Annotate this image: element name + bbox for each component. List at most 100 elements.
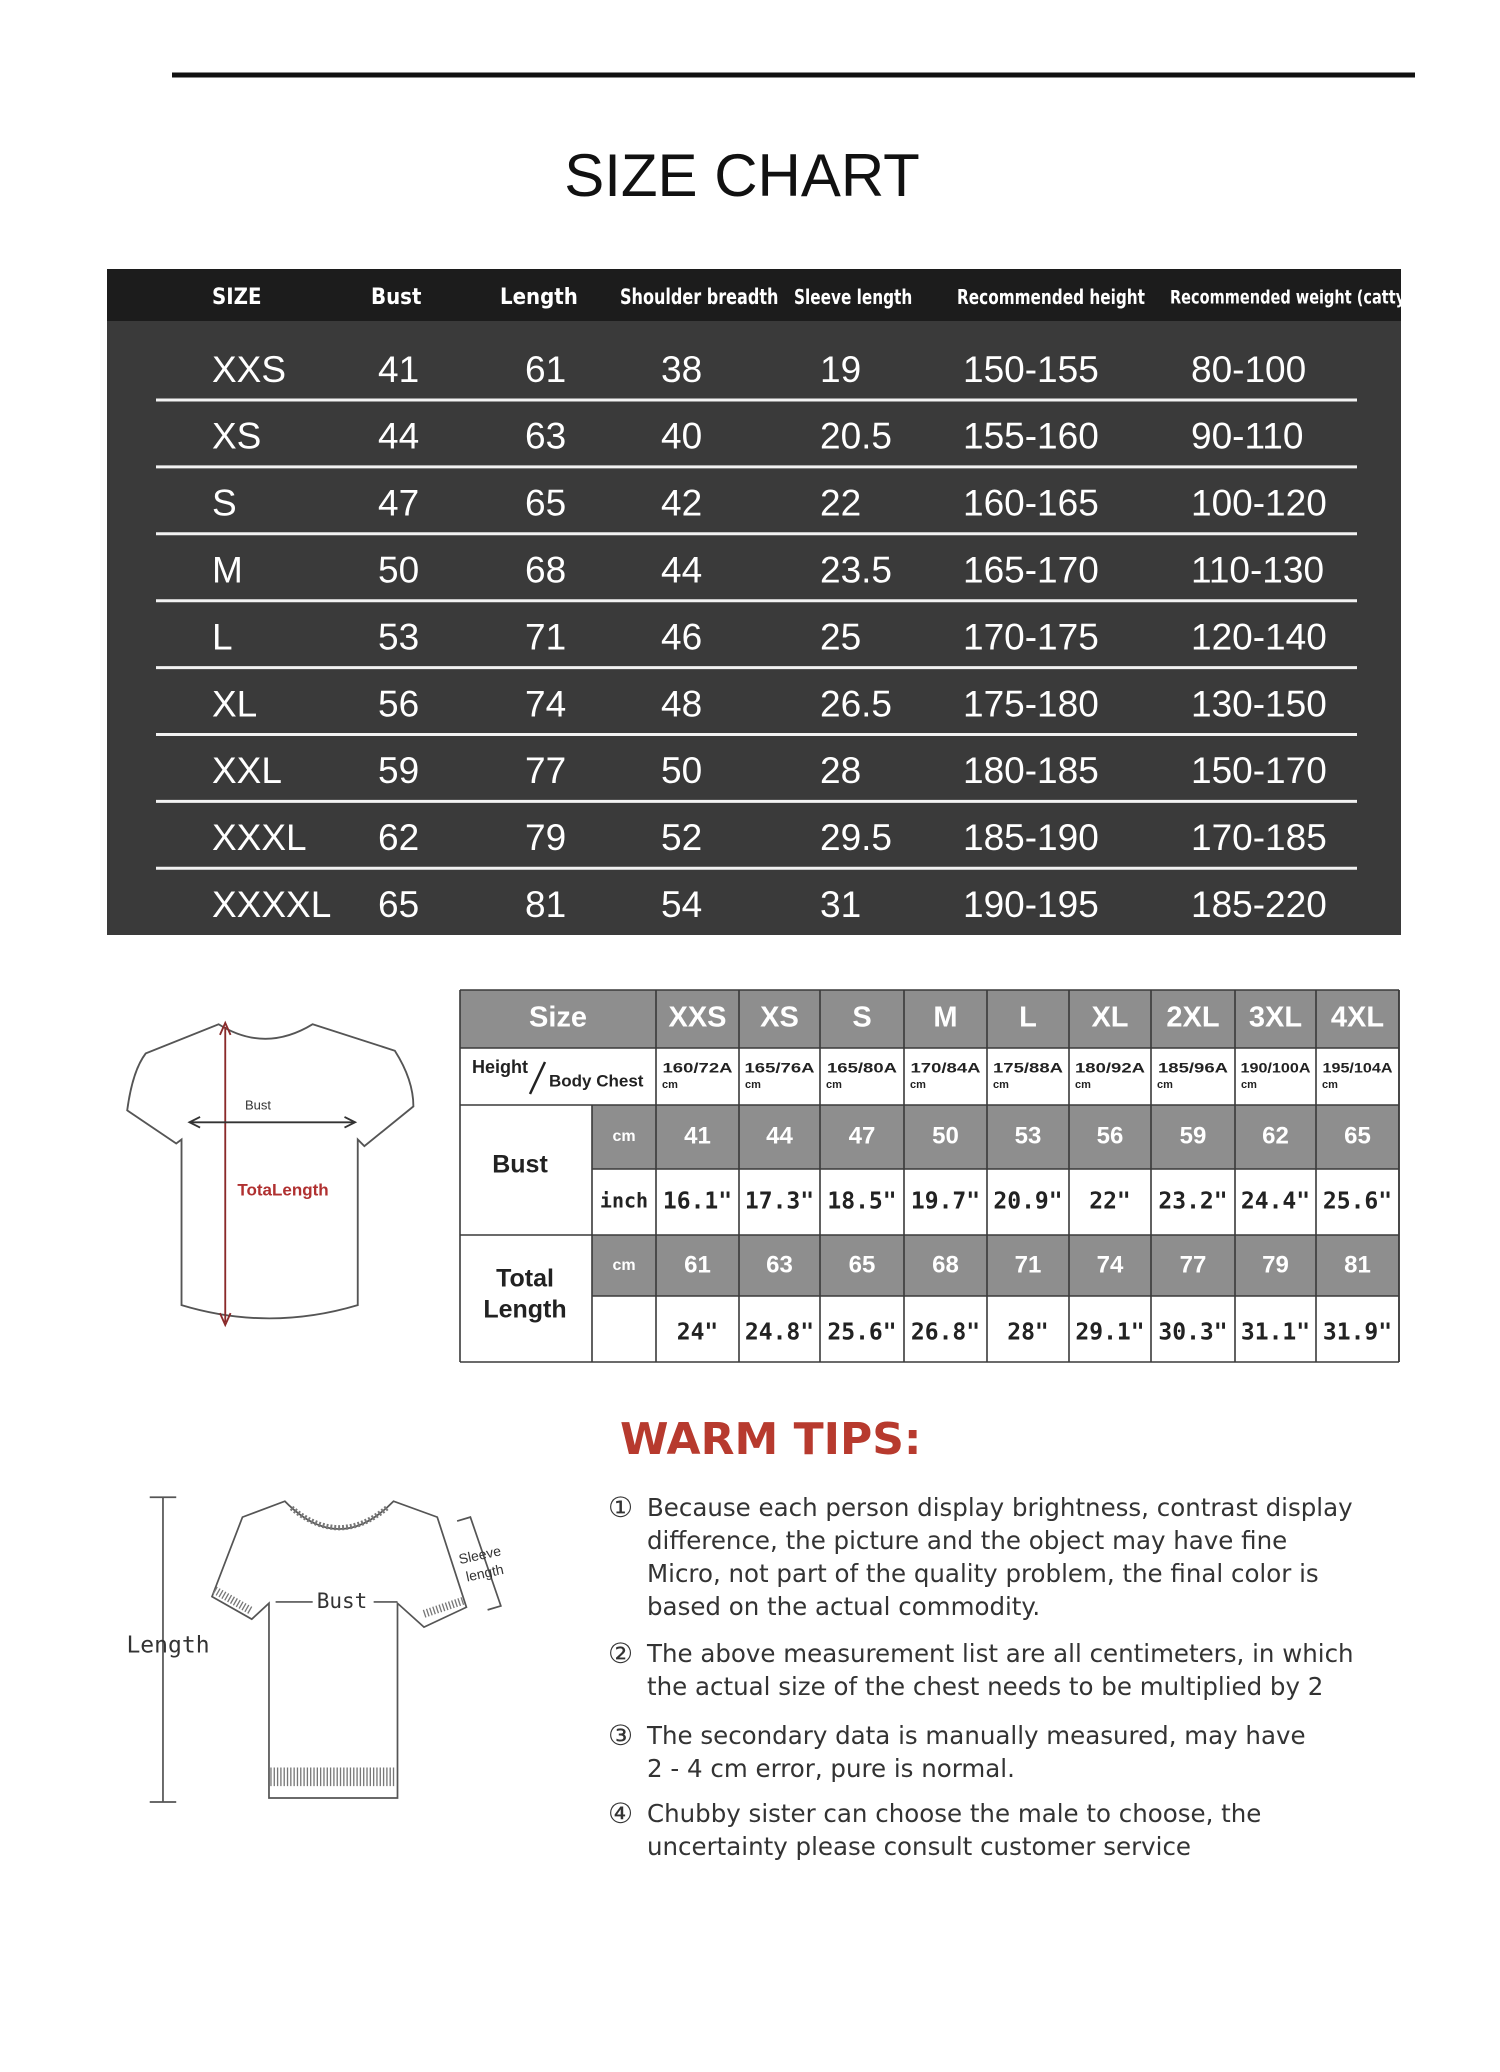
length-cm: 77 bbox=[1180, 1251, 1207, 1278]
cm-row-bg bbox=[592, 1235, 1399, 1296]
size-cell: 170-185 bbox=[1191, 817, 1327, 858]
bust-inch: 16.1" bbox=[663, 1189, 732, 1215]
size-cell: 65 bbox=[378, 884, 419, 925]
tip-line: Chubby sister can choose the male to cho… bbox=[647, 1799, 1261, 1828]
size-cell: 48 bbox=[661, 683, 702, 724]
height-chest: 190/100A bbox=[1241, 1061, 1311, 1076]
length-inch: 30.3" bbox=[1158, 1320, 1227, 1346]
size-cell: 190-195 bbox=[963, 884, 1099, 925]
size-cell: 130-150 bbox=[1191, 683, 1327, 724]
tips-title: WARM TIPS: bbox=[620, 1414, 922, 1465]
size-cell: 38 bbox=[661, 349, 702, 390]
length-inch: 29.1" bbox=[1075, 1320, 1144, 1346]
tip-line: The secondary data is manually measured,… bbox=[646, 1721, 1306, 1750]
size-cell: 19 bbox=[820, 349, 861, 390]
bust-inch: 20.9" bbox=[993, 1189, 1062, 1215]
size-cell: 165-170 bbox=[963, 549, 1099, 590]
size-header: 4XL bbox=[1331, 1002, 1384, 1034]
collar-rib bbox=[289, 1505, 389, 1531]
cm-label: cm bbox=[612, 1257, 635, 1274]
length-arrow-heads bbox=[219, 1020, 232, 1328]
bust-cm: 44 bbox=[766, 1122, 793, 1149]
size-cell: 175-180 bbox=[963, 683, 1099, 724]
tip-line: 2 - 4 cm error, pure is normal. bbox=[647, 1754, 1015, 1783]
size-cell: 20.5 bbox=[820, 416, 892, 457]
tip-line: difference, the picture and the object m… bbox=[647, 1526, 1287, 1555]
size-cell: 160-165 bbox=[963, 483, 1099, 524]
size-cell: 120-140 bbox=[1191, 616, 1327, 657]
length-inch: 31.9" bbox=[1323, 1320, 1392, 1346]
bust-inch: 24.4" bbox=[1241, 1189, 1310, 1215]
height-chest: 180/92A bbox=[1075, 1061, 1145, 1076]
length-cm: 68 bbox=[932, 1251, 959, 1278]
size-cell: 50 bbox=[378, 549, 419, 590]
size-cell: 44 bbox=[661, 549, 702, 590]
size-cell: 74 bbox=[525, 683, 566, 724]
bust-label: Bust bbox=[492, 1151, 548, 1179]
length-inch: 26.8" bbox=[911, 1320, 980, 1346]
length-cm: 81 bbox=[1344, 1251, 1371, 1278]
tip-line: Because each person display brightness, … bbox=[647, 1493, 1353, 1522]
height-chest: 165/80A bbox=[827, 1061, 897, 1076]
size-cell: 80-100 bbox=[1191, 349, 1306, 390]
tip-line: based on the actual commodity. bbox=[647, 1592, 1040, 1621]
length-cm: 63 bbox=[766, 1251, 793, 1278]
length-cm: 74 bbox=[1097, 1251, 1124, 1278]
bust-inch: 22" bbox=[1089, 1189, 1131, 1215]
bust-cm: 56 bbox=[1097, 1122, 1124, 1149]
length-cm: 71 bbox=[1015, 1251, 1042, 1278]
tip-line: The above measurement list are all centi… bbox=[646, 1639, 1354, 1668]
size-cell: 41 bbox=[378, 349, 419, 390]
bust-cm: 59 bbox=[1180, 1122, 1207, 1149]
size-cell: L bbox=[212, 616, 233, 657]
height-chest: 195/104A bbox=[1323, 1061, 1393, 1076]
size-cell: 25 bbox=[820, 616, 861, 657]
size-cell: XXL bbox=[212, 750, 282, 791]
size-cell: 63 bbox=[525, 416, 566, 457]
size-cell: 28 bbox=[820, 750, 861, 791]
size-cell: 46 bbox=[661, 616, 702, 657]
bust-inch: 25.6" bbox=[1323, 1189, 1392, 1215]
length-label: Length bbox=[483, 1296, 566, 1324]
bust-inch: 17.3" bbox=[745, 1189, 814, 1215]
sleeve-label: length bbox=[464, 1561, 505, 1585]
column-header: SIZE bbox=[212, 285, 262, 310]
tip-line: uncertainty please consult customer serv… bbox=[647, 1832, 1191, 1861]
size-cell: 42 bbox=[661, 483, 702, 524]
size-label: Size bbox=[529, 1002, 587, 1034]
column-header: Shoulder breadth bbox=[620, 285, 778, 310]
size-cell: 56 bbox=[378, 683, 419, 724]
size-cell: 26.5 bbox=[820, 683, 892, 724]
size-header: L bbox=[1019, 1002, 1037, 1034]
length-inch: 25.6" bbox=[827, 1320, 896, 1346]
height-chest-unit: cm bbox=[826, 1079, 842, 1091]
length-cm: 65 bbox=[849, 1251, 876, 1278]
size-cell: S bbox=[212, 483, 237, 524]
length-ticks bbox=[149, 1496, 177, 1803]
shirt-outline bbox=[210, 1500, 468, 1799]
tip-number: ① bbox=[608, 1491, 633, 1524]
length-cm: 79 bbox=[1262, 1251, 1289, 1278]
size-cell: 54 bbox=[661, 884, 702, 925]
size-cell: 53 bbox=[378, 616, 419, 657]
cm-row-bg bbox=[592, 1105, 1399, 1169]
size-header: S bbox=[852, 1002, 871, 1034]
total-length-label: TotaLength bbox=[237, 1180, 328, 1199]
column-header: Length bbox=[500, 285, 578, 310]
column-header: Bust bbox=[371, 285, 422, 310]
tip-number: ④ bbox=[608, 1797, 633, 1830]
size-cell: XXXL bbox=[212, 817, 307, 858]
height-chest: 165/76A bbox=[745, 1061, 815, 1076]
size-cell: 150-170 bbox=[1191, 750, 1327, 791]
size-header: 2XL bbox=[1166, 1002, 1219, 1034]
height-chest: 170/84A bbox=[911, 1061, 981, 1076]
length-inch: 24" bbox=[677, 1320, 719, 1346]
bust-inch: 23.2" bbox=[1158, 1189, 1227, 1215]
size-cell: 185-190 bbox=[963, 817, 1099, 858]
length-cm: 61 bbox=[684, 1251, 711, 1278]
size-cell: 59 bbox=[378, 750, 419, 791]
size-cell: 44 bbox=[378, 416, 419, 457]
tip-number: ③ bbox=[608, 1719, 633, 1752]
size-cell: XS bbox=[212, 416, 261, 457]
